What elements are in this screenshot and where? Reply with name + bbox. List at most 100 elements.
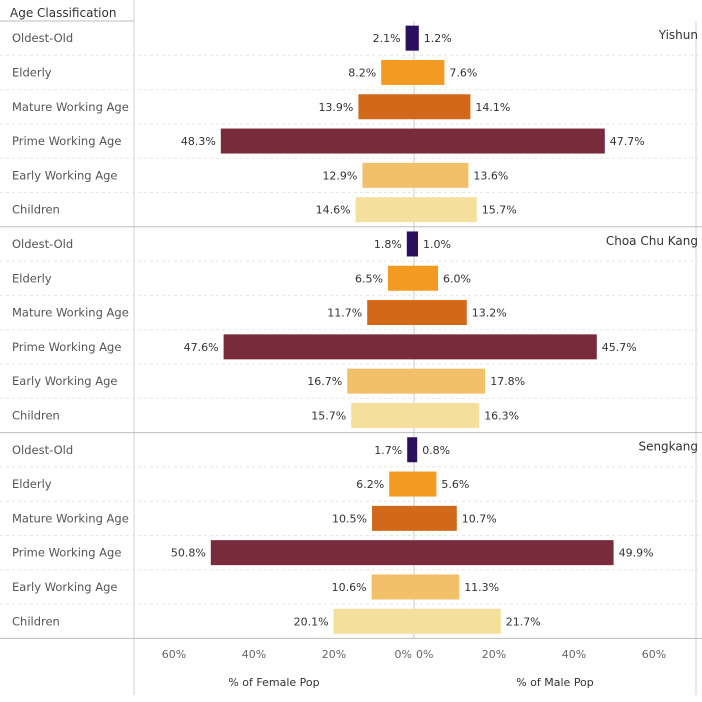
female-axis-tick: 40% (242, 648, 266, 661)
panel-title: Sengkang (638, 440, 698, 454)
male-bar[interactable] (414, 94, 471, 120)
female-value-label: 15.7% (311, 409, 346, 422)
male-value-label: 49.9% (619, 547, 654, 560)
female-axis-tick: 60% (162, 648, 186, 661)
female-value-label: 2.1% (373, 32, 401, 45)
male-bar[interactable] (414, 231, 418, 257)
female-value-label: 48.3% (181, 135, 216, 148)
row-header-label[interactable]: Age Classification (10, 6, 116, 20)
male-bar[interactable] (414, 574, 460, 600)
panel-title: Choa Chu Kang (606, 234, 698, 248)
female-bar[interactable] (371, 574, 414, 600)
female-bar[interactable] (407, 437, 414, 463)
category-label: Children (12, 614, 60, 628)
female-bar[interactable] (347, 368, 414, 394)
male-value-label: 17.8% (490, 375, 525, 388)
female-value-label: 12.9% (322, 169, 357, 182)
male-bar[interactable] (414, 540, 614, 566)
female-bar[interactable] (220, 128, 414, 154)
category-label: Early Working Age (12, 374, 118, 388)
female-bar[interactable] (381, 59, 414, 85)
female-value-label: 1.8% (374, 238, 402, 251)
female-value-label: 6.5% (355, 272, 383, 285)
female-bar[interactable] (355, 197, 414, 223)
category-label: Early Working Age (12, 168, 118, 182)
male-value-label: 11.3% (464, 581, 499, 594)
category-label: Elderly (12, 271, 52, 285)
female-value-label: 14.6% (316, 204, 351, 217)
female-value-label: 20.1% (294, 615, 329, 628)
male-bar[interactable] (414, 300, 467, 326)
male-value-label: 7.6% (449, 66, 477, 79)
male-bar[interactable] (414, 25, 419, 51)
category-label: Mature Working Age (12, 511, 129, 525)
male-value-label: 14.1% (475, 101, 510, 114)
female-value-label: 50.8% (171, 547, 206, 560)
panel-title: Yishun (658, 28, 698, 42)
female-bar[interactable] (406, 231, 414, 257)
male-value-label: 0.8% (422, 444, 450, 457)
category-label: Children (12, 408, 60, 422)
male-value-label: 10.7% (462, 512, 497, 525)
female-bar[interactable] (372, 505, 414, 531)
male-axis-tick: 0% (416, 648, 433, 661)
female-bar[interactable] (210, 540, 414, 566)
male-axis-title: % of Male Pop (516, 676, 594, 689)
female-bar[interactable] (389, 471, 414, 497)
female-value-label: 8.2% (348, 66, 376, 79)
female-bar[interactable] (367, 300, 414, 326)
female-bar[interactable] (223, 334, 414, 360)
female-bar[interactable] (351, 402, 414, 428)
male-bar[interactable] (414, 368, 486, 394)
female-value-label: 16.7% (307, 375, 342, 388)
female-bar[interactable] (362, 162, 414, 188)
male-bar[interactable] (414, 162, 469, 188)
category-label: Oldest-Old (12, 237, 73, 251)
female-value-label: 11.7% (327, 307, 362, 320)
male-axis-tick: 20% (482, 648, 506, 661)
male-bar[interactable] (414, 505, 457, 531)
category-label: Elderly (12, 477, 52, 491)
male-bar[interactable] (414, 128, 605, 154)
female-axis-tick: 0% (395, 648, 412, 661)
male-value-label: 21.7% (506, 615, 541, 628)
female-value-label: 10.5% (332, 512, 367, 525)
female-value-label: 13.9% (318, 101, 353, 114)
female-value-label: 1.7% (374, 444, 402, 457)
male-value-label: 13.2% (472, 307, 507, 320)
male-value-label: 45.7% (602, 341, 637, 354)
male-value-label: 47.7% (610, 135, 645, 148)
female-bar[interactable] (358, 94, 414, 120)
female-value-label: 6.2% (356, 478, 384, 491)
male-bar[interactable] (414, 334, 597, 360)
category-label: Mature Working Age (12, 306, 129, 320)
male-bar[interactable] (414, 59, 445, 85)
male-value-label: 6.0% (443, 272, 471, 285)
male-value-label: 1.0% (423, 238, 451, 251)
male-value-label: 15.7% (482, 204, 517, 217)
male-axis-tick: 40% (562, 648, 586, 661)
male-bar[interactable] (414, 265, 438, 291)
female-axis-tick: 20% (322, 648, 346, 661)
male-value-label: 16.3% (484, 409, 519, 422)
female-bar[interactable] (388, 265, 414, 291)
category-label: Early Working Age (12, 580, 118, 594)
category-label: Prime Working Age (12, 546, 121, 560)
female-axis-title: % of Female Pop (228, 676, 319, 689)
male-value-label: 1.2% (424, 32, 452, 45)
male-bar[interactable] (414, 471, 437, 497)
male-bar[interactable] (414, 402, 480, 428)
male-bar[interactable] (414, 608, 501, 634)
category-label: Prime Working Age (12, 340, 121, 354)
female-value-label: 10.6% (332, 581, 367, 594)
male-bar[interactable] (414, 437, 418, 463)
category-label: Elderly (12, 65, 52, 79)
female-bar[interactable] (333, 608, 414, 634)
male-axis-tick: 60% (642, 648, 666, 661)
male-bar[interactable] (414, 197, 477, 223)
category-label: Prime Working Age (12, 134, 121, 148)
category-label: Mature Working Age (12, 100, 129, 114)
female-bar[interactable] (405, 25, 414, 51)
male-value-label: 13.6% (473, 169, 508, 182)
